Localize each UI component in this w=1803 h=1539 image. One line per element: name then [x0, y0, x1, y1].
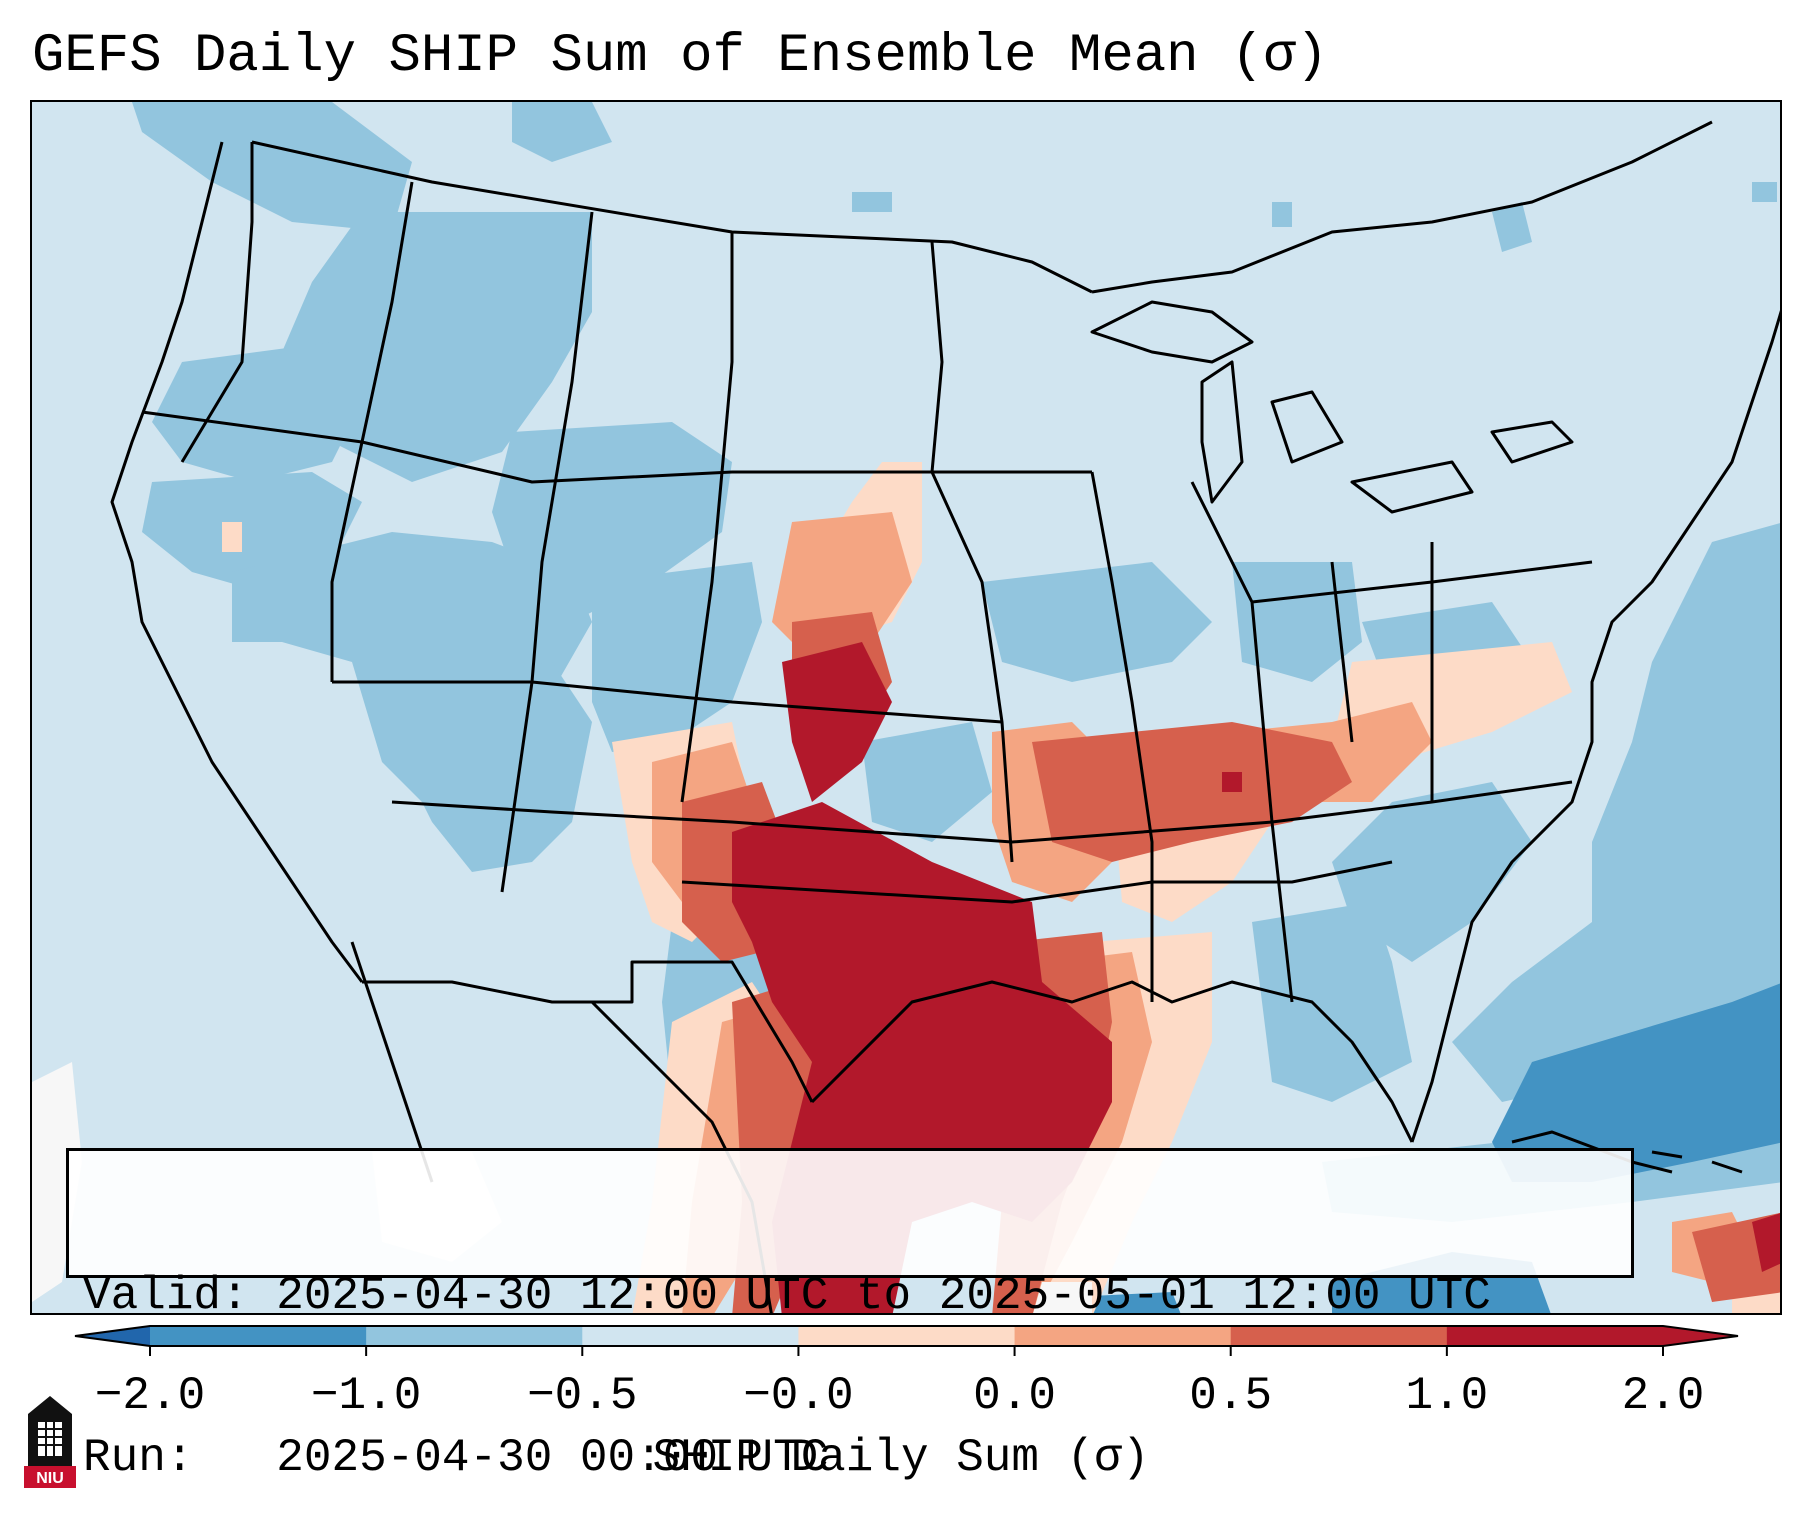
colorbar: −2.0 −1.0 −0.5 −0.0 0.0 0.5 1.0 2.0 SHIP Daily … — [74, 1325, 1739, 1484]
colorbar-tick-label: −1.0 — [311, 1370, 421, 1422]
colorbar-extend-under — [75, 1326, 150, 1346]
colorbar-extend-over — [1663, 1326, 1738, 1346]
colorbar-segment — [150, 1326, 367, 1346]
colorbar-segment — [582, 1326, 799, 1346]
colorbar-segments — [74, 1325, 1739, 1347]
map-canvas — [32, 102, 1780, 1313]
map-panel — [30, 100, 1782, 1315]
colorbar-tick-label: −0.0 — [743, 1370, 853, 1422]
run-value: 2025-04-30 00:00 UTC — [276, 1432, 829, 1484]
colorbar-ticks: −2.0 −1.0 −0.5 −0.0 0.0 0.5 1.0 2.0 — [95, 1346, 1705, 1422]
map-title: GEFS Daily SHIP Sum of Ensemble Mean (σ) — [32, 26, 1329, 87]
logo-text: NIU — [36, 1470, 64, 1487]
colorbar-tick-label: 0.5 — [1189, 1370, 1272, 1422]
valid-time-line: Valid: 2025-04-30 12:00 UTC to 2025-05-0… — [83, 1269, 1617, 1323]
run-time-line: Run: 2025-04-30 00:00 UTC — [83, 1431, 1617, 1485]
colorbar-segment — [1230, 1326, 1448, 1346]
colorbar-label: SHIP Daily Sum (σ) — [653, 1432, 1150, 1484]
colorbar-tick-label: 1.0 — [1405, 1370, 1488, 1422]
university-tower-logo-icon — [24, 1396, 76, 1488]
valid-run-info-box: Valid: 2025-04-30 12:00 UTC to 2025-05-0… — [66, 1148, 1634, 1484]
run-label: Run: — [83, 1432, 194, 1484]
colorbar-segment — [366, 1326, 583, 1346]
valid-value: 2025-04-30 12:00 UTC to 2025-05-01 12:00… — [276, 1270, 1491, 1322]
colorbar-tick-label: 0.0 — [973, 1370, 1056, 1422]
colorbar-segment — [1014, 1326, 1232, 1346]
colorbar-tick-label: 2.0 — [1622, 1370, 1705, 1422]
colorbar-tick-label: −2.0 — [95, 1370, 205, 1422]
colorbar-segment — [1446, 1326, 1664, 1346]
colorbar-tick-label: −0.5 — [527, 1370, 637, 1422]
valid-label: Valid: — [83, 1270, 249, 1322]
niu-logo: NIU — [24, 1396, 76, 1488]
colorbar-segment — [798, 1326, 1016, 1346]
